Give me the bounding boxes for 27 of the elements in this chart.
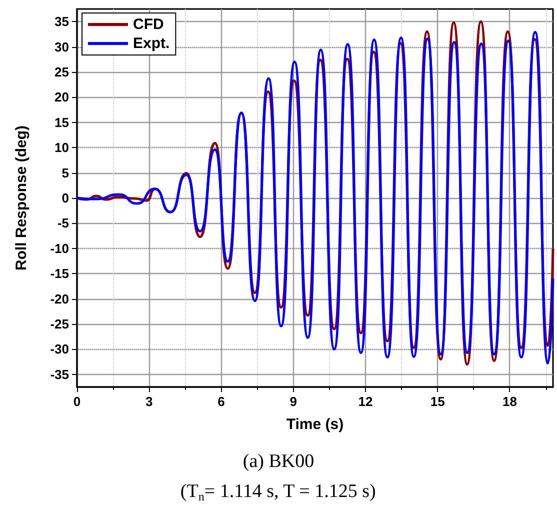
y-tick-label: 15	[54, 114, 69, 130]
y-tick-label: -15	[50, 266, 69, 282]
y-tick-label: -10	[50, 240, 69, 256]
y-tick-label: 25	[54, 64, 69, 80]
text: (a) BK00	[242, 451, 314, 472]
x-tick-label: 9	[290, 394, 297, 409]
y-tick-label: 0	[62, 190, 69, 206]
legend-label: Expt.	[133, 35, 170, 52]
x-tick-label: 18	[502, 394, 517, 409]
x-tick-label: 15	[430, 394, 445, 409]
x-tick-label: 3	[146, 394, 153, 409]
y-tick-label: 30	[54, 39, 69, 54]
x-tick-label: 12	[358, 394, 373, 409]
y-tick-label: 5	[62, 165, 69, 180]
y-tick-label: -35	[50, 366, 69, 382]
x-axis-title: Time (s)	[286, 416, 344, 433]
y-tick-label: -20	[50, 291, 69, 306]
legend-label: CFD	[133, 16, 164, 33]
y-tick-label: 35	[54, 14, 69, 30]
x-tick-label: 6	[218, 394, 225, 409]
y-tick-label: 10	[54, 140, 69, 156]
y-axis-title: Roll Response (deg)	[13, 125, 30, 271]
y-tick-label: 20	[54, 90, 69, 105]
y-tick-label: -25	[50, 316, 69, 332]
y-tick-label: -5	[57, 216, 69, 231]
y-tick-label: -30	[50, 342, 69, 357]
x-tick-label: 0	[73, 394, 81, 409]
